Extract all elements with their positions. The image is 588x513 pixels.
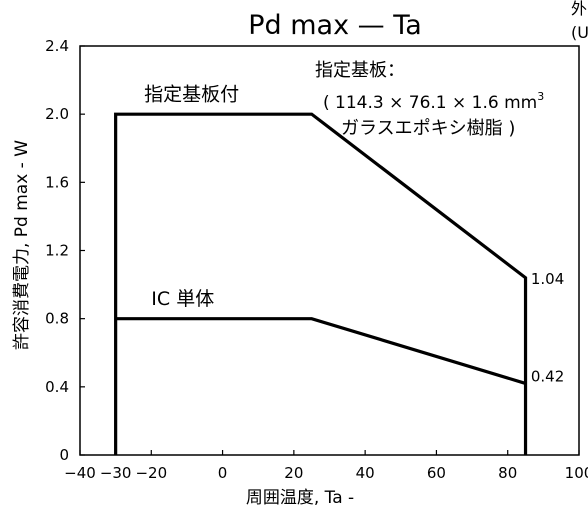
end-value-label-1: 1.04 xyxy=(531,270,564,288)
chart-title: Pd max — Ta xyxy=(248,10,422,41)
x-tick-label: −30 xyxy=(100,464,132,482)
board-dims-main: ( 114.3 × 76.1 × 1.6 mm xyxy=(323,93,537,113)
series-line-2 xyxy=(115,317,526,385)
x-tick-label: 40 xyxy=(356,464,375,482)
y-tick-label: 1.6 xyxy=(45,173,69,191)
board-dims-text: ( 114.3 × 76.1 × 1.6 mm3 xyxy=(323,90,544,113)
x-tick-label: 20 xyxy=(284,464,303,482)
x-tick-label: 60 xyxy=(427,464,446,482)
board-material-text: ガラスエポキシ樹脂 ) xyxy=(341,118,515,139)
x-tick-label: 100 xyxy=(565,464,588,482)
series-label-2: IC 単体 xyxy=(151,288,214,310)
y-tick-label: 0.4 xyxy=(45,378,69,396)
y-axis-label: 許容消費電力, Pd max - W xyxy=(12,140,32,350)
board-title-text: 指定基板： xyxy=(315,60,405,81)
series-line-1 xyxy=(114,112,528,455)
series-label-1: 指定基板付 xyxy=(144,84,239,106)
y-tick-label: 2.4 xyxy=(45,37,69,55)
y-tick-label: 0 xyxy=(59,446,69,464)
y-tick-label: 1.2 xyxy=(45,242,69,260)
series-layer xyxy=(114,112,528,455)
axes-layer: −40−30−20 0 20 40 60 80 100 0 0.4 0.8 1.2 1.6 2.0 2.4 xyxy=(45,37,588,482)
board-dims-superscript: 3 xyxy=(537,90,544,103)
y-tick-label: 0.8 xyxy=(45,310,69,328)
corner-text-1: 外 xyxy=(571,0,587,18)
y-tick-label: 2.0 xyxy=(45,105,69,123)
end-value-label-2: 0.42 xyxy=(531,367,564,385)
x-tick-label: 80 xyxy=(498,464,517,482)
x-tick-label: −40 xyxy=(64,464,96,482)
x-tick-label: 0 xyxy=(218,464,228,482)
x-tick-label: −20 xyxy=(135,464,167,482)
corner-text-2: (U xyxy=(571,23,588,42)
x-axis-label: 周囲温度, Ta - xyxy=(246,488,354,508)
series-label-layer: 指定基板付 IC 単体 1.04 0.42 xyxy=(144,84,564,386)
